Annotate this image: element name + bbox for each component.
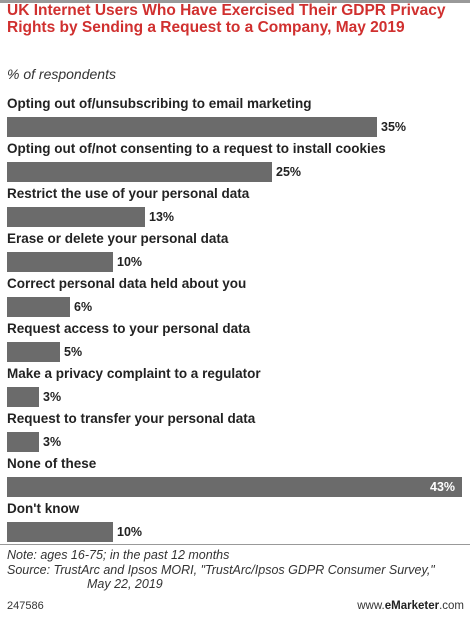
- brand-suffix: .com: [439, 600, 464, 612]
- value-label: 10%: [117, 255, 143, 269]
- value-label: 6%: [74, 300, 93, 314]
- category-label: Request access to your personal data: [7, 321, 251, 336]
- chart-id: 247586: [7, 600, 44, 612]
- top-rule: [0, 0, 470, 3]
- source-date: May 22, 2019: [87, 577, 163, 591]
- bar: [7, 162, 272, 182]
- brand-name: eMarketer: [384, 600, 440, 612]
- note-text: Note: ages 16-75; in the past 12 months: [7, 548, 230, 562]
- bar: [7, 387, 39, 407]
- category-label: Make a privacy complaint to a regulator: [7, 366, 261, 381]
- brand-prefix: www.: [357, 600, 385, 612]
- value-label: 13%: [149, 210, 175, 224]
- value-label: 3%: [43, 435, 62, 449]
- bar: [7, 207, 145, 227]
- bar: [7, 252, 113, 272]
- bar: [7, 522, 113, 542]
- value-label: 43%: [430, 480, 456, 494]
- value-label: 3%: [43, 390, 62, 404]
- bottom-rule: [0, 544, 470, 545]
- value-label: 35%: [381, 120, 407, 134]
- category-label: Restrict the use of your personal data: [7, 186, 250, 201]
- category-label: Opting out of/unsubscribing to email mar…: [7, 96, 312, 111]
- value-label: 10%: [117, 525, 143, 539]
- chart-subtitle: % of respondents: [7, 66, 116, 82]
- value-label: 5%: [64, 345, 83, 359]
- category-label: None of these: [7, 456, 97, 471]
- category-label: Erase or delete your personal data: [7, 231, 229, 246]
- category-label: Request to transfer your personal data: [7, 411, 256, 426]
- value-label: 25%: [276, 165, 302, 179]
- bar: [7, 342, 60, 362]
- brand-link[interactable]: www.eMarketer.com: [357, 600, 464, 612]
- bar: [7, 432, 39, 452]
- category-label: Opting out of/not consenting to a reques…: [7, 141, 386, 156]
- bar: [7, 477, 462, 497]
- category-label: Correct personal data held about you: [7, 276, 247, 291]
- chart-title: UK Internet Users Who Have Exercised The…: [7, 2, 446, 36]
- category-label: Don't know: [7, 501, 80, 516]
- bar: [7, 117, 377, 137]
- source-text: Source: TrustArc and Ipsos MORI, "TrustA…: [7, 562, 435, 577]
- bar: [7, 297, 70, 317]
- footnote: Note: ages 16-75; in the past 12 months …: [7, 548, 467, 592]
